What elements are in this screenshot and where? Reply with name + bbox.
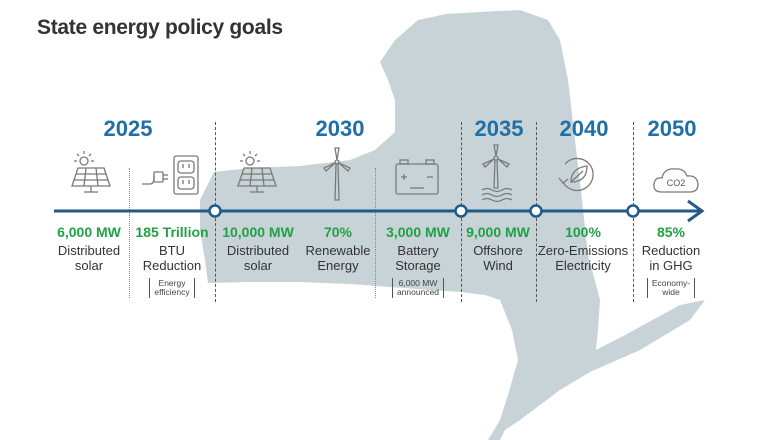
co2-cloud-icon: CO2 <box>653 168 699 193</box>
goal-distributed-solar-2025: 6,000 MW Distributed solar <box>34 223 144 273</box>
goal-note: Economy-wide <box>646 278 696 298</box>
wind-turbine-icon <box>323 147 351 201</box>
timeline-node-2035 <box>454 204 468 218</box>
year-2035: 2035 <box>474 116 524 141</box>
year-2040: 2040 <box>559 116 609 141</box>
timeline-node-2050 <box>626 204 640 218</box>
offshore-wind-icon <box>481 144 513 203</box>
goal-description: Reduction in GHG <box>641 243 701 273</box>
goal-description: Zero-Emissions Electricity <box>537 243 629 273</box>
goal-zero-emissions: 100% Zero-Emissions Electricity <box>528 223 638 273</box>
divider-sub-2030 <box>375 168 376 298</box>
plug-outlet-icon <box>142 155 199 195</box>
goal-note: Energy efficiency <box>149 278 195 298</box>
goal-btu-reduction: 185 Trillion BTU Reduction Energy efficien… <box>117 223 227 300</box>
goal-value: 6,000 MW <box>57 224 121 240</box>
timeline-node-2040 <box>529 204 543 218</box>
goal-description: BTU Reduction <box>142 243 202 273</box>
divider-sub-2025 <box>129 168 130 298</box>
goal-value: 100% <box>565 224 601 240</box>
co2-label: CO2 <box>667 178 686 188</box>
goal-description: Distributed solar <box>226 243 290 273</box>
timeline-node-2030 <box>208 204 222 218</box>
goal-description: Distributed solar <box>57 243 121 273</box>
goal-value: 85% <box>656 224 686 240</box>
goal-ghg-reduction: 85% Reduction in GHG Economy-wide <box>616 223 726 300</box>
goal-description: Battery Storage <box>395 243 441 273</box>
goal-renewable-energy: 70% Renewable Energy <box>283 223 393 273</box>
goal-battery-storage: 3,000 MW Battery Storage 6,000 MW announce… <box>363 223 473 300</box>
goal-description: Renewable Energy <box>305 243 371 273</box>
goal-value: 9,000 MW <box>466 224 530 240</box>
leaf-cycle-icon <box>558 157 594 192</box>
solar-panel-icon-2 <box>237 151 277 193</box>
solar-panel-icon <box>71 151 111 193</box>
goal-value: 10,000 MW <box>222 224 294 240</box>
year-2025: 2025 <box>103 116 153 141</box>
goal-value: 70% <box>323 224 353 240</box>
goal-value: 185 Trillion <box>135 224 209 240</box>
goal-note: 6,000 MW announced <box>391 278 445 298</box>
goal-description: Offshore Wind <box>473 243 523 273</box>
year-2050: 2050 <box>647 116 697 141</box>
year-2030: 2030 <box>315 116 365 141</box>
goal-value: 3,000 MW <box>386 224 450 240</box>
battery-icon <box>395 159 439 195</box>
goal-offshore-wind: 9,000 MW Offshore Wind <box>443 223 553 273</box>
page-title: State energy policy goals <box>37 16 283 39</box>
goal-distributed-solar-2030: 10,000 MW Distributed solar <box>203 223 313 273</box>
